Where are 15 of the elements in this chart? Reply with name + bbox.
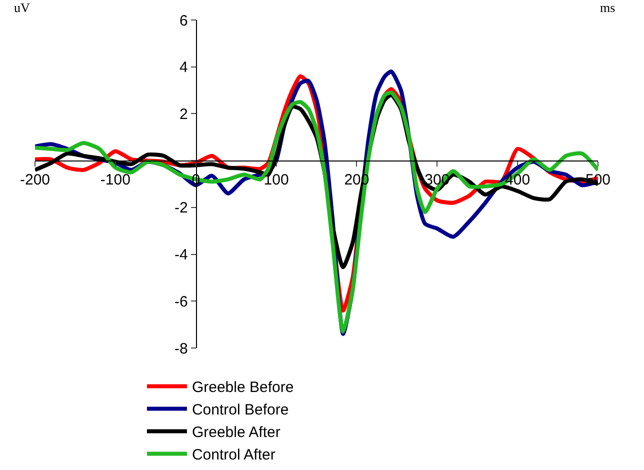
y-tick-label: -2 bbox=[174, 200, 188, 217]
legend-label: Control Before bbox=[192, 402, 289, 419]
legend-label: Control After bbox=[192, 446, 276, 464]
y-tick-label: 4 bbox=[180, 59, 188, 76]
x-tick-label: -200 bbox=[20, 172, 50, 189]
y-tick-label: 2 bbox=[180, 106, 188, 123]
y-axis-title: uV bbox=[14, 0, 30, 15]
y-tick-label: -8 bbox=[174, 340, 188, 358]
legend-label: Greeble Before bbox=[192, 379, 294, 396]
y-tick-label: -4 bbox=[174, 246, 188, 264]
legend-label: Greeble After bbox=[192, 424, 280, 442]
y-tick-label: -6 bbox=[174, 293, 188, 310]
y-tick-label: 6 bbox=[180, 12, 188, 30]
x-tick-label: -100 bbox=[100, 172, 130, 189]
x-axis-title: ms bbox=[600, 0, 616, 15]
